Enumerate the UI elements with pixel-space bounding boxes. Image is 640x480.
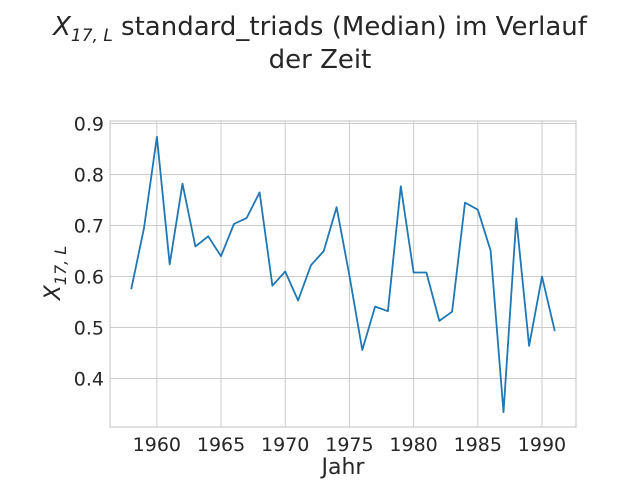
y-tick-label: 0.6 (74, 267, 104, 289)
x-tick-label: 1965 (197, 434, 245, 456)
y-tick-label: 0.8 (74, 165, 104, 187)
x-tick-label: 1985 (454, 434, 502, 456)
plot-frame (109, 120, 577, 428)
y-tick-label: 0.7 (74, 216, 104, 238)
x-tick-label: 1975 (325, 434, 373, 456)
title-rest: standard_triads (Median) im Verlauf (112, 12, 587, 42)
x-tick-label: 1970 (261, 434, 309, 456)
y-axis-symbol: X (41, 284, 66, 301)
x-axis-title: Jahr (320, 455, 366, 480)
y-tick-label: 0.9 (74, 114, 104, 136)
grid (110, 121, 576, 427)
y-axis-title: X17, L (41, 246, 70, 302)
x-ticks: 1960 1965 1970 1975 1980 1985 1990 (133, 434, 566, 456)
title-subscript: 17, L (70, 26, 113, 47)
y-tick-label: 0.4 (74, 369, 104, 391)
chart-title: X17, L standard_triads (Median) im Verla… (0, 12, 640, 46)
x-tick-label: 1960 (133, 434, 181, 456)
y-axis-subscript: 17, L (51, 246, 70, 285)
chart-title-line2: der Zeit (268, 45, 372, 75)
y-tick-label: 0.5 (74, 318, 104, 340)
y-ticks: 0.4 0.5 0.6 0.7 0.8 0.9 (74, 114, 104, 391)
series-line (130, 135, 556, 414)
x-tick-label: 1990 (518, 434, 566, 456)
title-symbol: X (53, 12, 71, 42)
x-tick-label: 1980 (389, 434, 437, 456)
